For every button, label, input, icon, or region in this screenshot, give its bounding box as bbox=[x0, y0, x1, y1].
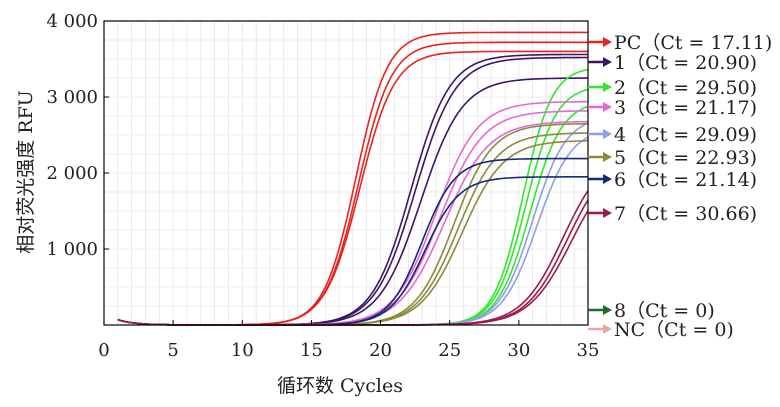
x-tick-label: 5 bbox=[167, 340, 178, 361]
legend-arrow-head bbox=[603, 82, 612, 92]
y-axis-label: 相对荧光强度 RFU bbox=[15, 90, 37, 254]
x-tick-label: 20 bbox=[369, 340, 392, 361]
x-tick-label: 30 bbox=[507, 340, 530, 361]
legend-label: 1（Ct = 20.90) bbox=[614, 52, 757, 74]
x-axis-label: 循环数 Cycles bbox=[277, 375, 403, 397]
x-tick-label: 15 bbox=[300, 340, 323, 361]
y-tick-label: 1 000 bbox=[46, 239, 98, 260]
y-tick-label: 2 000 bbox=[46, 163, 98, 184]
y-axis-ticks: 1 000 2 000 3 000 4 000 bbox=[46, 11, 109, 260]
legend-arrow-head bbox=[603, 129, 612, 139]
legend-arrow-head bbox=[603, 152, 612, 162]
legend-label: 4（Ct = 29.09) bbox=[614, 124, 757, 146]
legend-arrow-head bbox=[603, 208, 612, 218]
x-tick-label: 10 bbox=[231, 340, 254, 361]
y-tick-label: 3 000 bbox=[46, 87, 98, 108]
legend-arrow-head bbox=[603, 305, 612, 315]
legend-arrow-head bbox=[603, 102, 612, 112]
legend-arrow-head bbox=[603, 174, 612, 184]
legend-label: 3（Ct = 21.17) bbox=[614, 97, 757, 119]
plot-grid bbox=[104, 21, 588, 325]
legend-label: 5（Ct = 22.93) bbox=[614, 147, 757, 169]
legend-label: 6（Ct = 21.14) bbox=[614, 169, 757, 191]
x-tick-label: 0 bbox=[98, 340, 109, 361]
legend: PC（Ct = 17.11)1（Ct = 20.90) 2（Ct = 29.50)… bbox=[588, 32, 772, 341]
y-tick-label: 4 000 bbox=[46, 11, 98, 32]
legend-label: PC（Ct = 17.11) bbox=[614, 32, 772, 54]
x-axis-ticks: 0 5 10 15 20 25 30 35 bbox=[98, 320, 599, 361]
legend-label: NC（Ct = 0) bbox=[614, 319, 734, 341]
legend-label: 8（Ct = 0) bbox=[614, 300, 715, 322]
legend-arrow-head bbox=[603, 37, 612, 47]
legend-arrow-head bbox=[603, 324, 612, 334]
x-tick-label: 25 bbox=[438, 340, 461, 361]
x-tick-label: 35 bbox=[577, 340, 600, 361]
legend-arrow-head bbox=[603, 57, 612, 67]
legend-label: 7（Ct = 30.66) bbox=[614, 203, 757, 225]
legend-label: 2（Ct = 29.50) bbox=[614, 77, 757, 99]
